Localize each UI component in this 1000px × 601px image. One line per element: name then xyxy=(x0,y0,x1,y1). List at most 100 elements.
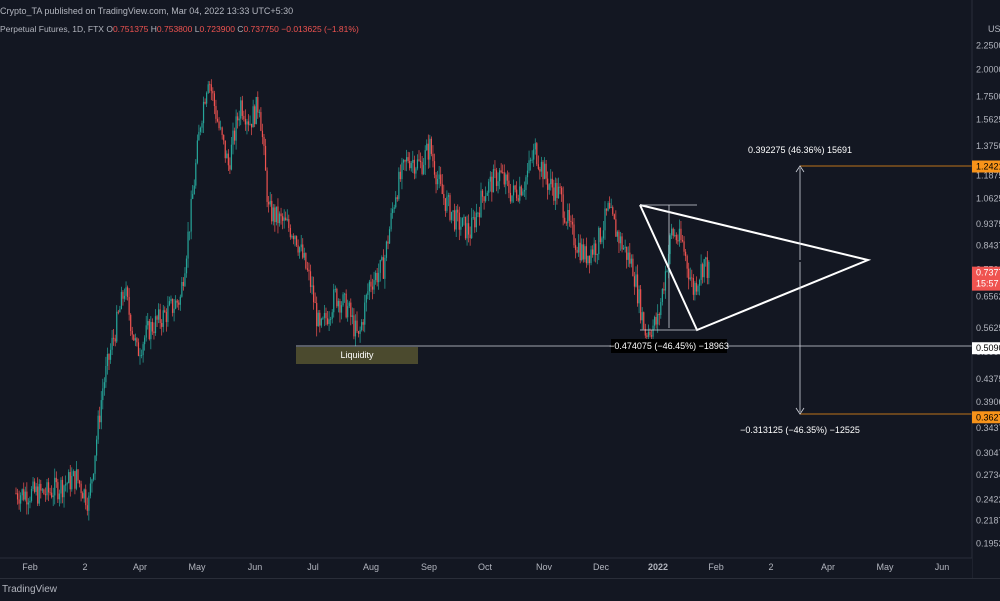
candle-body xyxy=(650,335,653,337)
candle-body xyxy=(232,130,234,145)
tradingview-logo[interactable]: TradingView xyxy=(2,584,58,595)
candle-body xyxy=(528,160,530,171)
candle-body xyxy=(128,296,130,315)
candle-body xyxy=(88,495,90,511)
price-chart[interactable]: Liquidity −0.474075 (−46.45%) −18963 0.392… xyxy=(0,0,1000,578)
candle-body xyxy=(311,285,313,287)
candle-body xyxy=(230,144,233,170)
candle-body xyxy=(407,157,409,161)
measure-left-label: −0.474075 (−46.45%) −18963 xyxy=(609,341,729,351)
candle-body xyxy=(286,219,288,221)
candle-body xyxy=(629,252,631,264)
candle-body xyxy=(520,186,522,196)
candle-body xyxy=(91,479,93,484)
candle-body xyxy=(509,192,512,202)
candle-body xyxy=(579,242,581,261)
candle-body xyxy=(263,137,265,146)
candle-body xyxy=(592,249,594,255)
candle-body xyxy=(584,246,586,260)
candle-body xyxy=(630,258,632,264)
candle-body xyxy=(244,119,246,125)
candle-body xyxy=(130,314,132,331)
candle-body xyxy=(523,190,525,192)
candle-body xyxy=(381,257,383,261)
candle-body xyxy=(85,489,87,506)
candle-body xyxy=(512,185,515,196)
candle-body xyxy=(681,239,684,242)
candle-body xyxy=(257,97,259,113)
candle-body xyxy=(567,209,569,224)
candle-body xyxy=(255,97,257,125)
candle-body xyxy=(412,159,414,163)
candle-body xyxy=(241,100,243,116)
candle-body xyxy=(601,238,603,243)
candle-body xyxy=(587,255,589,264)
candle-body xyxy=(74,471,76,489)
liquidity-box[interactable] xyxy=(296,347,418,364)
candle-body xyxy=(619,236,622,244)
candle-body xyxy=(179,296,181,305)
candle-body xyxy=(427,143,429,160)
candle-body xyxy=(47,482,50,493)
candle-body xyxy=(82,493,84,499)
candle-body xyxy=(266,170,268,202)
candle-body xyxy=(356,320,358,332)
candle-body xyxy=(486,192,488,196)
candle-body xyxy=(502,172,504,174)
candle-body xyxy=(469,234,471,239)
symbol-label: Perpetual Futures, 1D, FTX xyxy=(0,24,104,34)
candle-body xyxy=(495,170,498,186)
arrow-head-down xyxy=(795,407,805,415)
candle-body xyxy=(494,169,496,171)
candle-body xyxy=(251,123,253,128)
candle-body xyxy=(134,338,136,341)
candle-body xyxy=(195,162,197,186)
lower-target-tag: 0.3627 xyxy=(976,412,1000,422)
candle-body xyxy=(58,493,60,500)
candle-body xyxy=(153,331,155,334)
price-tick-label: 0.2734 xyxy=(976,470,1000,480)
candle-body xyxy=(109,349,112,360)
candle-body xyxy=(551,178,553,188)
candle-body xyxy=(367,291,369,295)
candle-body xyxy=(164,310,166,313)
candle-body xyxy=(60,479,62,494)
candle-body xyxy=(610,207,612,209)
candle-body xyxy=(503,172,505,185)
candle-body xyxy=(570,220,572,222)
low-value: 0.723900 xyxy=(199,24,235,34)
candle-body xyxy=(542,161,544,180)
price-tick-label: 1.7500 xyxy=(976,92,1000,102)
candle-body xyxy=(438,174,440,180)
candle-body xyxy=(103,382,105,389)
candle-body xyxy=(616,231,618,237)
candle-body xyxy=(178,302,180,305)
candle-body xyxy=(40,483,42,491)
candle-body xyxy=(418,159,420,161)
candle-body xyxy=(168,301,171,306)
candle-body xyxy=(278,213,281,224)
candle-body xyxy=(475,212,477,228)
candle-body xyxy=(437,179,439,185)
candle-body xyxy=(399,171,401,180)
candle-body xyxy=(43,489,45,495)
triangle-pattern[interactable] xyxy=(639,204,872,332)
candle-body xyxy=(309,271,312,287)
time-tick-label: Sep xyxy=(421,562,437,572)
candle-body xyxy=(652,325,654,337)
candle-body xyxy=(688,268,690,280)
price-tick-label: 0.8437 xyxy=(976,240,1000,250)
candle-body xyxy=(640,289,642,321)
candle-body xyxy=(557,186,560,199)
candle-body xyxy=(609,203,611,209)
candle-body xyxy=(148,321,150,340)
candle-body xyxy=(237,116,239,121)
candle-body xyxy=(485,195,487,202)
candle-body xyxy=(224,140,226,159)
candle-body xyxy=(337,301,339,307)
candle-body xyxy=(618,231,620,244)
drawings-layer: Liquidity −0.474075 (−46.45%) −18963 0.392… xyxy=(296,145,972,435)
candle-body xyxy=(692,277,694,295)
candle-body xyxy=(466,223,468,239)
candle-body xyxy=(382,257,384,279)
